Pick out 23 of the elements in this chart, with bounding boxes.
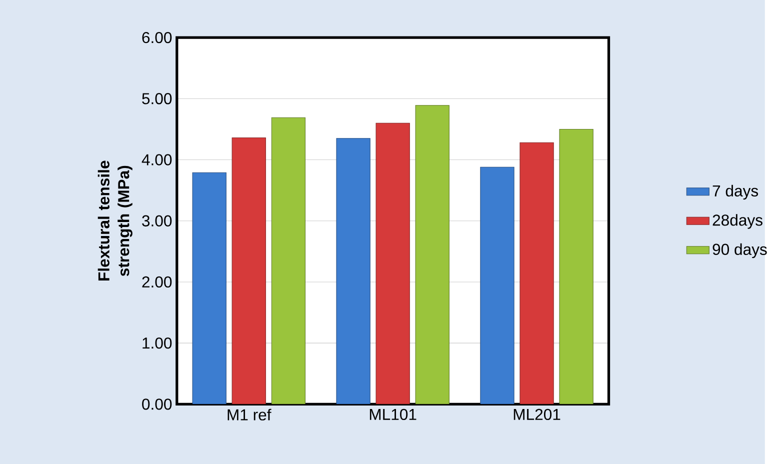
- y-tick-label: 6.00: [142, 32, 172, 43]
- y-tick-label: 5.00: [142, 92, 172, 104]
- x-tick-label: M1 ref: [228, 408, 272, 420]
- bar: [336, 138, 370, 404]
- y-tick-label: 4.00: [142, 154, 172, 166]
- y-tick-label: 3.00: [142, 215, 172, 226]
- x-tick-label: ML101: [370, 408, 416, 420]
- bar: [520, 142, 554, 404]
- bar: [559, 128, 594, 404]
- y-tick-label: 0.00: [142, 398, 172, 410]
- y-tick-label: 1.00: [142, 337, 172, 348]
- bar: [192, 172, 226, 404]
- legend-label: 90 days: [712, 243, 767, 258]
- y-axis-title: Flextural tensile strength (MPa): [98, 160, 132, 280]
- x-tick-label: ML201: [514, 408, 560, 420]
- bar: [376, 122, 410, 404]
- legend-label: 28days: [712, 214, 762, 229]
- bar: [232, 137, 266, 404]
- bar: [271, 117, 306, 404]
- y-tick-label: 2.00: [142, 276, 172, 288]
- legend-label: 7 days: [712, 184, 758, 200]
- bar: [480, 166, 514, 404]
- bar: [415, 104, 450, 404]
